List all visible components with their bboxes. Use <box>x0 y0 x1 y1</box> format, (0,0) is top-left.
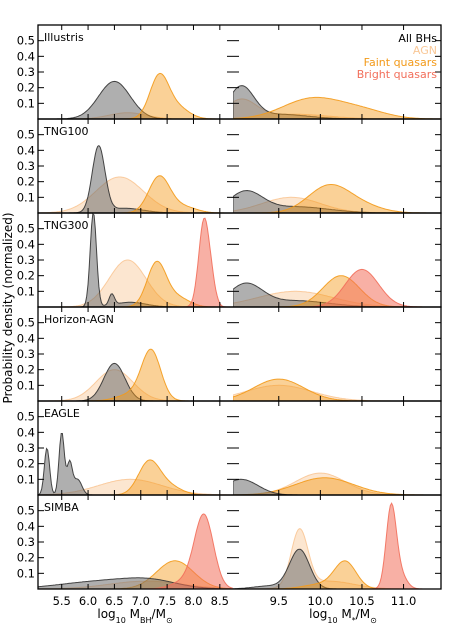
density-faint-tng100-left <box>38 175 233 213</box>
legend: All BHs AGN Faint quasars Bright quasars <box>357 32 438 81</box>
y-tick-label: 0.5 <box>17 410 35 424</box>
x-axis-label-stellar-mass: log10 M*/M⊙ <box>309 607 377 625</box>
y-tick-label: 0.1 <box>17 284 35 298</box>
y-tick-label: 0.2 <box>17 269 35 283</box>
density-all-bhs-eagle-right <box>233 478 441 495</box>
y-axis-label: Probability density (normalized) <box>1 212 15 403</box>
y-tick-label: 0.4 <box>17 331 35 345</box>
y-tick-label: 0.2 <box>17 175 35 189</box>
panel-illustris-right <box>233 85 441 119</box>
y-tick-label: 0.3 <box>17 347 35 361</box>
y-tick-label: 0.5 <box>17 34 35 48</box>
y-tick-label: 0.2 <box>17 457 35 471</box>
row-title: TNG300 <box>43 219 88 232</box>
legend-all-bhs: All BHs <box>398 32 437 45</box>
row-frame <box>37 494 442 590</box>
x-tick-label: 10.0 <box>308 594 334 608</box>
x-axis-label-right: log10 M*/M⊙ <box>309 607 377 625</box>
x-tick-label: 7.5 <box>158 594 176 608</box>
density-bright-tng300-right <box>233 268 441 307</box>
y-tick-label: 0.3 <box>17 535 35 549</box>
density-bright-tng300-left <box>38 217 233 307</box>
y-tick-label: 0.1 <box>17 472 35 486</box>
legend-faint-quasars: Faint quasars <box>364 56 438 69</box>
x-tick-label: 7.0 <box>132 594 150 608</box>
row-title: EAGLE <box>44 407 80 420</box>
y-tick-label: 0.3 <box>17 441 35 455</box>
density-faint-tng300-right <box>233 275 441 307</box>
density-faint-horizon-agn-left <box>38 348 233 401</box>
legend-agn: AGN <box>413 44 437 57</box>
y-tick-label: 0.2 <box>17 363 35 377</box>
y-tick-label: 0.5 <box>17 222 35 236</box>
y-tick-label: 0.1 <box>17 378 35 392</box>
density-agn-horizon-agn-left <box>38 369 233 401</box>
x-tick-label: 6.0 <box>79 594 97 608</box>
density-agn-horizon-agn-right <box>233 384 441 401</box>
x-tick-label: 5.5 <box>53 594 71 608</box>
y-tick-label: 0.2 <box>17 551 35 565</box>
x-axis-label-bh-mass: log10 MBH/M⊙ <box>97 607 172 625</box>
y-tick-label: 0.5 <box>17 316 35 330</box>
density-faint-horizon-agn-right <box>233 378 441 401</box>
row-title: TNG100 <box>43 125 88 138</box>
panel-tng300-right <box>233 268 441 307</box>
x-tick-label: 8.0 <box>184 594 202 608</box>
density-faint-illustris-left <box>38 72 233 119</box>
panel-simba-right <box>233 502 441 589</box>
y-tick-label: 0.4 <box>17 519 35 533</box>
panel-eagle-left <box>38 433 233 495</box>
y-tick-label: 0.2 <box>17 81 35 95</box>
panel-horizon-agn-right <box>233 378 441 401</box>
density-agn-tng100-left <box>38 176 233 213</box>
density-all-bhs-eagle-left <box>38 433 233 495</box>
y-tick-label: 0.3 <box>17 65 35 79</box>
density-bright-simba-left <box>38 513 233 589</box>
row-title: Illustris <box>44 31 84 44</box>
y-tick-label: 0.3 <box>17 253 35 267</box>
y-tick-label: 0.4 <box>17 49 35 63</box>
y-tick-label: 0.3 <box>17 159 35 173</box>
x-tick-label: 10.5 <box>349 594 375 608</box>
y-tick-label: 0.1 <box>17 566 35 580</box>
density-faint-illustris-right <box>233 96 441 119</box>
y-tick-label: 0.1 <box>17 190 35 204</box>
y-tick-label: 0.4 <box>17 425 35 439</box>
row-title: SIMBA <box>44 501 79 514</box>
legend-bright-quasars: Bright quasars <box>357 68 438 81</box>
density-faint-simba-right <box>233 560 441 589</box>
panel-illustris-left <box>38 72 233 119</box>
x-tick-label: 9.5 <box>270 594 288 608</box>
x-axis-label-left: log10 MBH/M⊙ <box>97 607 172 625</box>
row-title: Horizon-AGN <box>44 313 114 326</box>
density-all-bhs-tng100-right <box>233 189 441 213</box>
panel-horizon-agn-left <box>38 348 233 401</box>
y-tick-label: 0.1 <box>17 96 35 110</box>
density-bright-simba-right <box>233 502 441 589</box>
panel-tng100-left <box>38 144 233 213</box>
panel-eagle-right <box>233 472 441 495</box>
x-tick-label: 6.5 <box>105 594 123 608</box>
y-tick-label: 0.5 <box>17 504 35 518</box>
panel-tng100-right <box>233 184 441 213</box>
density-all-bhs-horizon-agn-left <box>38 362 233 401</box>
x-tick-label: 8.5 <box>211 594 229 608</box>
y-tick-label: 0.4 <box>17 237 35 251</box>
density-all-bhs-simba-right <box>233 548 441 589</box>
x-tick-label: 11.0 <box>391 594 417 608</box>
y-tick-label: 0.4 <box>17 143 35 157</box>
panel-simba-left <box>38 513 233 589</box>
y-tick-label: 0.5 <box>17 128 35 142</box>
density-all-bhs-illustris-left <box>38 80 233 119</box>
